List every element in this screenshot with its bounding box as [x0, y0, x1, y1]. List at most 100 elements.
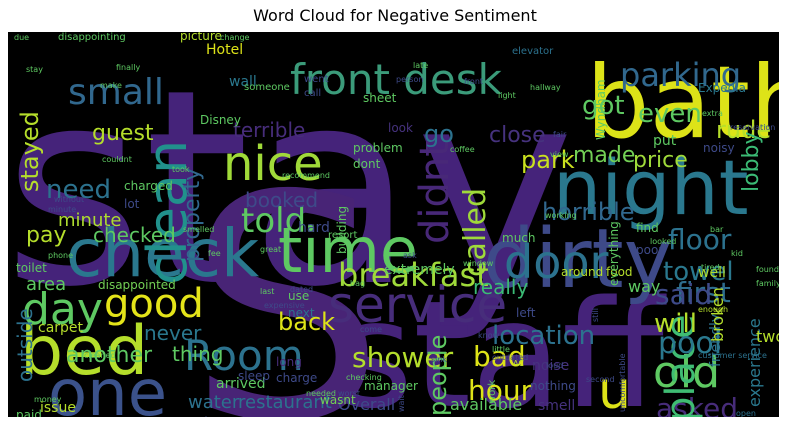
word-101: put: [653, 133, 677, 149]
word-119: disappointing: [58, 32, 126, 43]
word-48: property: [180, 168, 205, 262]
word-3: bath: [586, 44, 779, 161]
word-15: day: [22, 284, 103, 335]
word-158: due: [14, 33, 29, 42]
word-113: much: [502, 231, 536, 245]
word-70: experience: [745, 318, 764, 407]
word-111: next: [288, 306, 315, 320]
word-46: stayed: [16, 111, 44, 192]
word-140: fee: [208, 249, 221, 258]
word-26: told: [241, 201, 306, 241]
word-63: thing: [172, 342, 223, 366]
word-79: extremely: [384, 262, 455, 278]
word-114: building: [335, 206, 349, 254]
word-49: booked: [245, 188, 318, 212]
word-118: call: [304, 88, 321, 99]
word-168: ask: [403, 251, 417, 260]
word-135: needed: [306, 389, 336, 398]
word-139: great: [260, 245, 281, 254]
word-78: nothing: [530, 379, 576, 393]
word-100: look: [388, 121, 413, 135]
word-136: recommend: [282, 171, 330, 180]
word-107: everything: [607, 221, 621, 286]
word-58: area: [26, 274, 66, 295]
word-115: resort: [328, 230, 357, 241]
word-96: lot: [124, 197, 140, 211]
word-95: charged: [124, 179, 173, 193]
word-75: well: [698, 265, 726, 281]
word-4: night: [553, 143, 749, 232]
word-35: bad: [473, 340, 526, 373]
word-81: carpet: [38, 320, 84, 336]
word-83: disappointed: [98, 278, 176, 292]
word-33: first: [676, 276, 731, 309]
word-17: door: [504, 235, 608, 289]
word-102: noisy: [703, 141, 735, 155]
word-47: minute: [58, 210, 121, 231]
word-132: sink: [431, 355, 447, 364]
word-84: charge: [276, 371, 317, 385]
word-161: extra: [702, 109, 723, 118]
word-108: find: [636, 221, 659, 235]
word-76: noise: [532, 358, 569, 374]
word-129: working: [545, 211, 577, 220]
word-162: make: [100, 81, 122, 90]
word-42: rude: [716, 116, 771, 144]
word-56: pay: [26, 223, 66, 248]
word-68: available: [450, 395, 522, 414]
word-112: left: [516, 306, 536, 320]
word-87: sleep: [238, 369, 270, 383]
word-89: paid: [16, 408, 42, 417]
word-97: problem: [353, 141, 403, 155]
word-24: asked: [656, 392, 738, 417]
word-148: looked: [650, 237, 676, 246]
word-167: last: [260, 287, 274, 296]
word-110: use: [288, 289, 309, 303]
word-50: terrible: [233, 118, 305, 142]
word-51: price: [633, 148, 688, 173]
word-36: people: [424, 335, 452, 416]
word-138: dated: [290, 285, 313, 294]
word-127: cleaned: [84, 351, 116, 360]
word-74: way: [628, 277, 660, 296]
word-176: bar: [710, 225, 724, 234]
word-90: wasnt: [320, 393, 356, 407]
word-123: change: [220, 33, 250, 42]
word-61: really: [473, 275, 528, 299]
word-60: back: [278, 308, 335, 336]
word-170: took: [172, 165, 190, 174]
word-29: pool: [658, 326, 722, 361]
word-124: finally: [116, 63, 140, 72]
word-28: shower: [352, 341, 454, 374]
word-40: even: [638, 99, 702, 129]
word-21: didnt: [412, 141, 458, 244]
word-147: found: [756, 265, 779, 274]
word-146: family: [756, 279, 779, 288]
word-91: Hotel: [206, 42, 243, 58]
word-120: elevator: [512, 46, 554, 57]
word-103: Expedia: [698, 81, 746, 95]
word-149: wait: [397, 395, 406, 412]
word-179: still: [591, 308, 600, 322]
word-32: towel: [663, 257, 734, 287]
word-150: work: [487, 380, 498, 404]
word-20: old: [653, 347, 720, 398]
word-7: time: [278, 214, 418, 287]
word-12: clean: [136, 140, 199, 285]
word-67: Overall: [338, 395, 395, 414]
word-31: floor: [668, 223, 732, 256]
word-155: late: [413, 61, 428, 70]
word-94: Disney: [200, 113, 241, 127]
word-160: couldnt: [102, 155, 132, 164]
word-171: know: [478, 331, 500, 340]
word-66: restaurant: [238, 392, 332, 413]
word-151: open: [736, 409, 756, 417]
word-44: guest: [92, 121, 154, 146]
word-137: tired: [701, 263, 719, 272]
word-104: Wyndham: [594, 79, 608, 140]
word-19: u: [598, 361, 631, 417]
word-55: go: [424, 120, 454, 148]
word-169: expensive: [264, 301, 305, 310]
word-27: called: [458, 188, 493, 277]
